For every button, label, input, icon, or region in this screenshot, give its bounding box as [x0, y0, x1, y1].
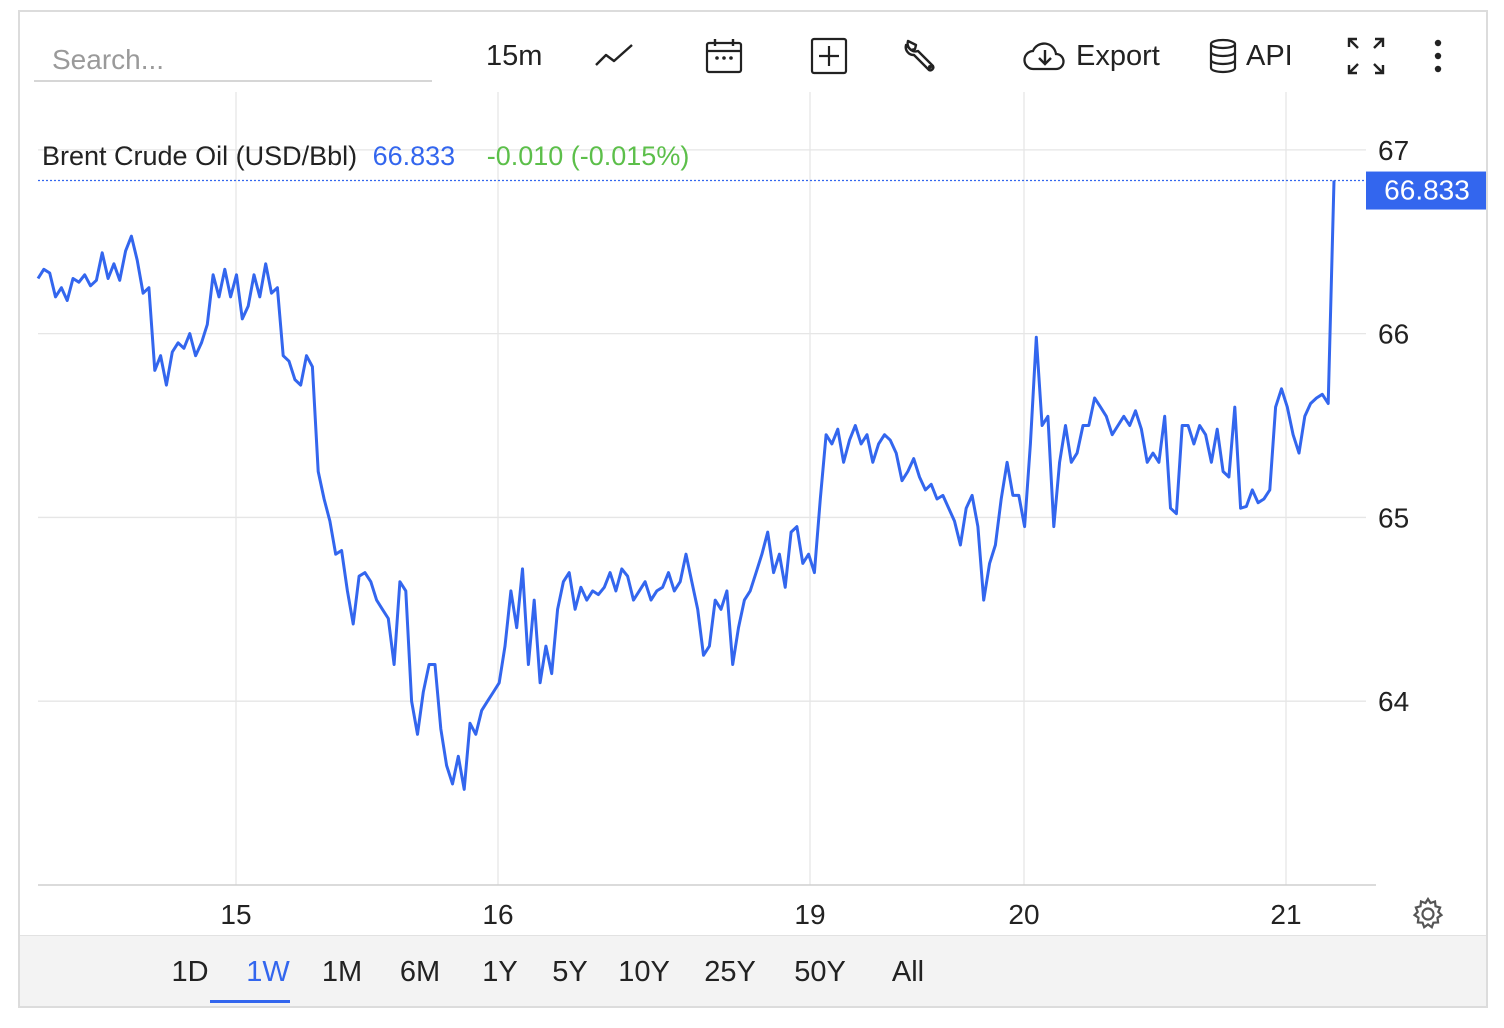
range-button-1w[interactable]: 1W — [246, 956, 290, 988]
search-input[interactable] — [34, 40, 432, 82]
last-price-marker: 66.833 — [1366, 171, 1486, 210]
x-tick-label: 19 — [794, 899, 825, 930]
chart-widget: 15m — [18, 10, 1488, 1008]
y-tick-label: 65 — [1378, 502, 1409, 533]
range-button-25y[interactable]: 25Y — [704, 956, 756, 988]
y-tick-label: 66 — [1378, 319, 1409, 350]
fullscreen-button[interactable] — [1346, 36, 1386, 76]
range-selector-bar: 1D 1W 1M 6M 1Y 5Y 10Y 25Y 50Y All — [20, 935, 1486, 1006]
gear-icon — [1412, 896, 1444, 929]
tools-button[interactable] — [902, 36, 940, 76]
range-button-10y[interactable]: 10Y — [618, 956, 670, 988]
api-label: API — [1246, 39, 1293, 72]
interval-selector[interactable]: 15m — [486, 36, 542, 76]
chart-type-button[interactable] — [594, 36, 636, 76]
x-tick-label: 15 — [220, 899, 251, 930]
cloud-download-icon — [1023, 42, 1065, 71]
range-button-5y[interactable]: 5Y — [552, 956, 588, 988]
line-chart-icon — [595, 44, 633, 66]
y-tick-label: 67 — [1378, 135, 1409, 166]
fullscreen-icon — [1347, 37, 1385, 75]
last-price-label: 66.833 — [1384, 175, 1470, 206]
line-chart: 64 65 66 67 15 16 19 20 21 66.833 Brent Crude O… — [36, 92, 1486, 930]
toolbar: 15m — [20, 12, 1486, 96]
more-options-button[interactable] — [1428, 36, 1448, 76]
interval-label: 15m — [486, 39, 543, 72]
range-button-1d[interactable]: 1D — [171, 956, 209, 988]
series-name: Brent Crude Oil (USD/Bbl) — [42, 141, 357, 171]
series-price: 66.833 — [373, 141, 456, 171]
database-icon — [1209, 38, 1237, 74]
chart-settings-button[interactable] — [1410, 896, 1446, 932]
calendar-icon — [705, 39, 743, 74]
price-series-line — [36, 180, 1336, 791]
api-button[interactable]: API — [1208, 36, 1293, 76]
add-indicator-button[interactable] — [810, 36, 848, 76]
wrench-icon — [904, 39, 935, 72]
date-range-button[interactable] — [704, 36, 744, 76]
y-tick-label: 64 — [1378, 686, 1409, 717]
range-button-50y[interactable]: 50Y — [794, 956, 846, 988]
export-label: Export — [1076, 39, 1160, 72]
x-tick-label: 21 — [1270, 899, 1301, 930]
more-vertical-icon — [1434, 39, 1442, 73]
range-button-1m[interactable]: 1M — [321, 956, 363, 988]
x-tick-label: 16 — [482, 899, 513, 930]
series-change: -0.010 (-0.015%) — [487, 141, 690, 171]
range-button-all[interactable]: All — [891, 956, 925, 988]
export-button[interactable]: Export — [1022, 36, 1160, 76]
range-button-6m[interactable]: 6M — [399, 956, 441, 988]
range-button-1y[interactable]: 1Y — [482, 956, 518, 988]
x-tick-label: 20 — [1008, 899, 1039, 930]
plus-box-icon — [810, 37, 848, 75]
chart-legend: Brent Crude Oil (USD/Bbl) 66.833 -0.010 … — [42, 141, 689, 171]
active-range-indicator — [210, 1000, 290, 1003]
